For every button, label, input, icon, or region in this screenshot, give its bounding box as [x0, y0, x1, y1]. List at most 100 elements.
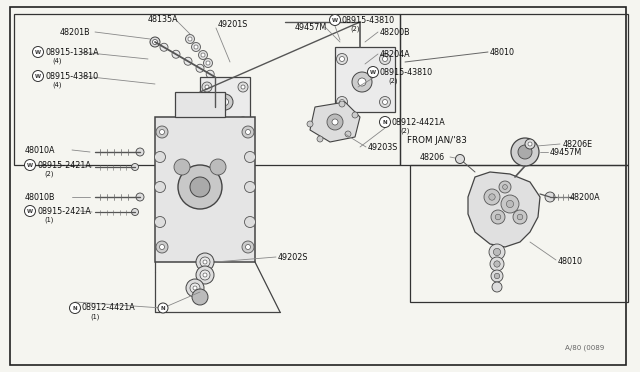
Circle shape [190, 177, 210, 197]
Circle shape [178, 165, 222, 209]
Circle shape [136, 193, 144, 201]
Text: 48010A: 48010A [25, 145, 56, 154]
Circle shape [160, 43, 168, 51]
Circle shape [202, 117, 212, 127]
Circle shape [493, 248, 500, 256]
Text: 08915-43810: 08915-43810 [380, 67, 433, 77]
Polygon shape [310, 102, 360, 142]
Circle shape [150, 37, 160, 47]
Bar [400, 14, 628, 165]
Circle shape [330, 15, 340, 26]
Bar [175, 92, 225, 117]
Circle shape [154, 151, 166, 163]
Circle shape [517, 214, 523, 220]
Text: (1): (1) [90, 314, 99, 320]
Circle shape [206, 70, 214, 78]
Text: W: W [27, 163, 33, 167]
Circle shape [242, 126, 254, 138]
Circle shape [194, 45, 198, 49]
Circle shape [200, 270, 210, 280]
Text: 48200B: 48200B [380, 28, 411, 36]
Circle shape [238, 117, 248, 127]
Circle shape [188, 37, 192, 41]
Circle shape [238, 82, 248, 92]
Circle shape [513, 210, 527, 224]
Circle shape [491, 270, 503, 282]
Text: (2): (2) [400, 128, 410, 134]
Text: 48206E: 48206E [563, 140, 593, 148]
Circle shape [358, 78, 366, 86]
Circle shape [196, 64, 204, 72]
Text: A/80 (0089: A/80 (0089 [565, 345, 604, 351]
Circle shape [33, 71, 44, 81]
Circle shape [156, 241, 168, 253]
Circle shape [339, 99, 344, 105]
Circle shape [332, 119, 338, 125]
Text: 08915-2421A: 08915-2421A [37, 206, 91, 215]
Text: 49201S: 49201S [218, 19, 248, 29]
Text: 08915-2421A: 08915-2421A [37, 160, 91, 170]
Text: (4): (4) [52, 82, 61, 88]
Text: 08912-4421A: 08912-4421A [82, 304, 136, 312]
Bar [14, 14, 400, 165]
Text: 49202S: 49202S [278, 253, 308, 262]
Text: 48204A: 48204A [380, 49, 411, 58]
Circle shape [506, 201, 514, 208]
Text: W: W [27, 208, 33, 214]
Circle shape [206, 61, 210, 65]
Circle shape [352, 112, 358, 118]
Circle shape [307, 121, 313, 127]
Circle shape [184, 57, 192, 65]
Circle shape [499, 181, 511, 193]
Circle shape [203, 260, 207, 264]
Circle shape [136, 148, 144, 156]
Text: 48135A: 48135A [148, 15, 179, 23]
Circle shape [156, 126, 168, 138]
Circle shape [484, 189, 500, 205]
Text: 48206: 48206 [420, 153, 445, 161]
Circle shape [241, 85, 245, 89]
Circle shape [205, 120, 209, 124]
Circle shape [221, 99, 228, 106]
Circle shape [158, 303, 168, 313]
Circle shape [190, 283, 200, 293]
Text: 48010: 48010 [558, 257, 583, 266]
Circle shape [502, 185, 508, 189]
Circle shape [380, 54, 390, 64]
Text: W: W [370, 70, 376, 74]
Circle shape [186, 279, 204, 297]
Text: 48200A: 48200A [570, 192, 600, 202]
Circle shape [494, 273, 500, 279]
Circle shape [244, 182, 255, 192]
Circle shape [345, 131, 351, 137]
Circle shape [154, 217, 166, 228]
Text: 49203S: 49203S [368, 142, 398, 151]
Circle shape [131, 164, 138, 170]
Circle shape [242, 241, 254, 253]
Text: 48010B: 48010B [25, 192, 56, 202]
Circle shape [159, 129, 164, 135]
Circle shape [327, 114, 343, 130]
Circle shape [494, 261, 500, 267]
Circle shape [383, 99, 387, 105]
Circle shape [186, 35, 195, 44]
Circle shape [492, 282, 502, 292]
Circle shape [154, 182, 166, 192]
Text: N: N [383, 119, 387, 125]
Circle shape [196, 266, 214, 284]
Circle shape [246, 129, 250, 135]
Text: (4): (4) [52, 58, 61, 64]
Circle shape [24, 160, 35, 170]
Circle shape [511, 138, 539, 166]
Text: N: N [161, 305, 165, 311]
Circle shape [200, 257, 210, 267]
Circle shape [380, 96, 390, 108]
Polygon shape [468, 172, 540, 247]
Text: 48201B: 48201B [60, 28, 91, 36]
Text: (2): (2) [350, 26, 360, 32]
Text: N: N [73, 305, 77, 311]
Circle shape [152, 39, 157, 45]
Bar [200, 77, 250, 132]
Circle shape [380, 116, 390, 128]
Text: 08915-43810: 08915-43810 [342, 16, 395, 25]
